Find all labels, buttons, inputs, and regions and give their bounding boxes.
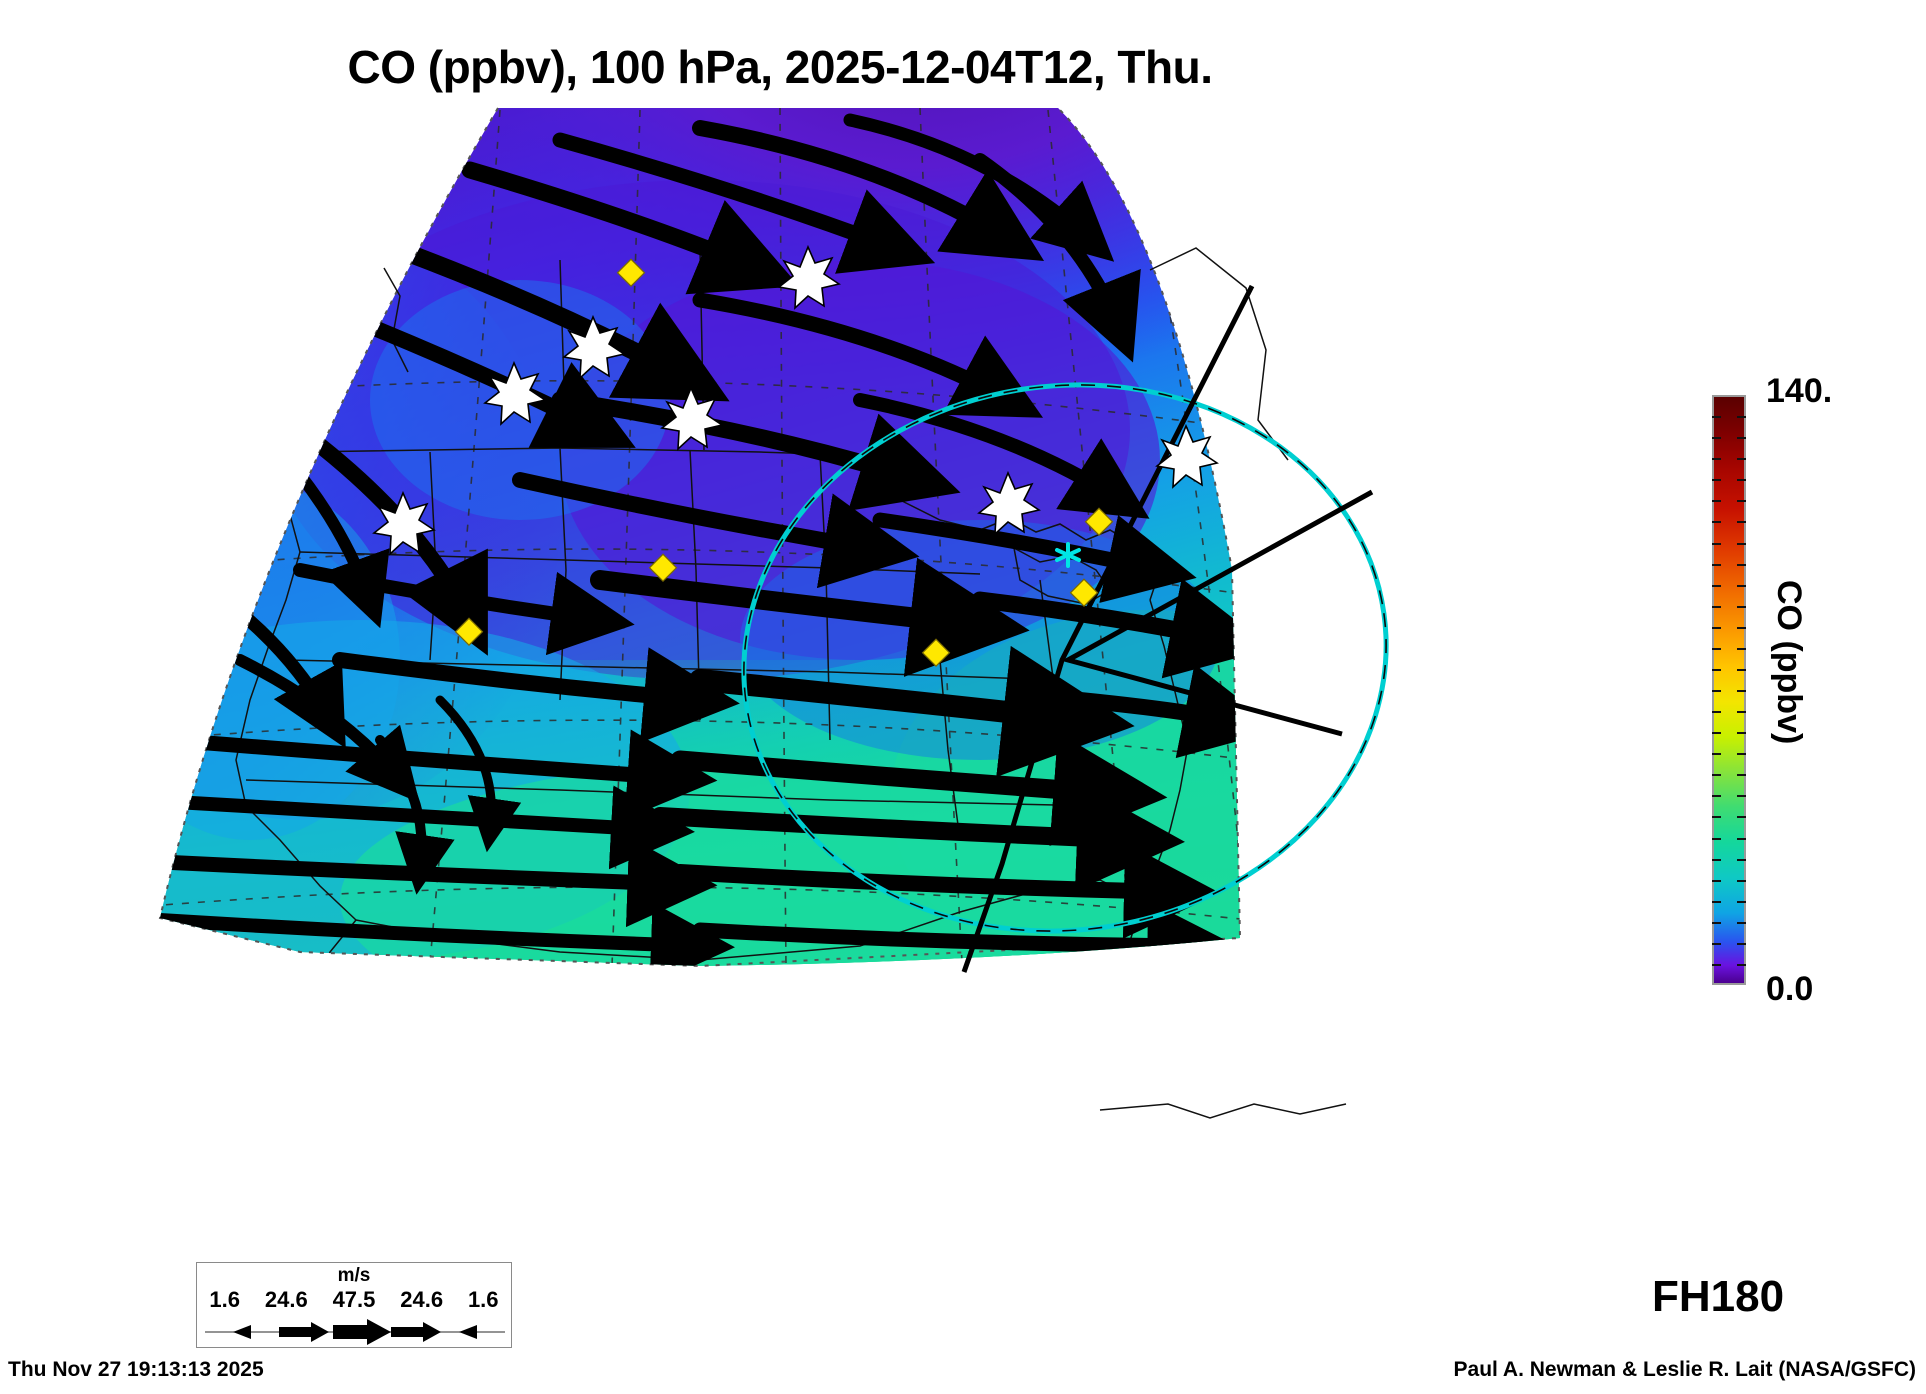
flight-track-lines (961, 284, 1374, 973)
wind-value-2: 47.5 (332, 1287, 376, 1312)
wind-value-4: 1.6 (467, 1287, 499, 1312)
wind-value-0: 1.6 (209, 1287, 241, 1312)
wind-arrow-scale (205, 1319, 505, 1345)
map-figure (0, 100, 1560, 1260)
page-title: CO (ppbv), 100 hPa, 2025-12-04T12, Thu. (347, 41, 1213, 93)
wind-value-1: 24.6 (264, 1287, 308, 1312)
wind-value-3: 24.6 (400, 1287, 444, 1312)
range-ring (741, 382, 1389, 934)
wind-speed-legend: m/s 1.6 24.6 47.5 24.6 1.6 (196, 1262, 512, 1348)
yellow-diamond-markers (454, 258, 1114, 667)
wind-value-labels: 1.6 24.6 47.5 24.6 1.6 (197, 1287, 511, 1313)
map-plot[interactable] (0, 100, 1560, 1260)
white-star-markers (372, 244, 1219, 556)
cyan-asterisk-marker (1055, 542, 1081, 568)
colorbar-axis-label: CO (ppbv) (1770, 580, 1808, 745)
wind-streamlines (160, 113, 1240, 966)
credit-line: Paul A. Newman & Leslie R. Lait (NASA/GS… (1453, 1358, 1916, 1381)
station-markers[interactable] (372, 244, 1219, 667)
run-timestamp: Thu Nov 27 19:13:13 2025 (8, 1358, 264, 1381)
colorbar: 140. 0.0 CO (ppbv) (1690, 330, 1926, 1010)
forecast-hour-label: FH180 (1652, 1272, 1785, 1321)
colorbar-max-label: 140. (1766, 372, 1833, 410)
colorbar-ticks (1712, 395, 1746, 985)
wind-units-label: m/s (337, 1265, 371, 1286)
colorbar-min-label: 0.0 (1766, 970, 1814, 1008)
